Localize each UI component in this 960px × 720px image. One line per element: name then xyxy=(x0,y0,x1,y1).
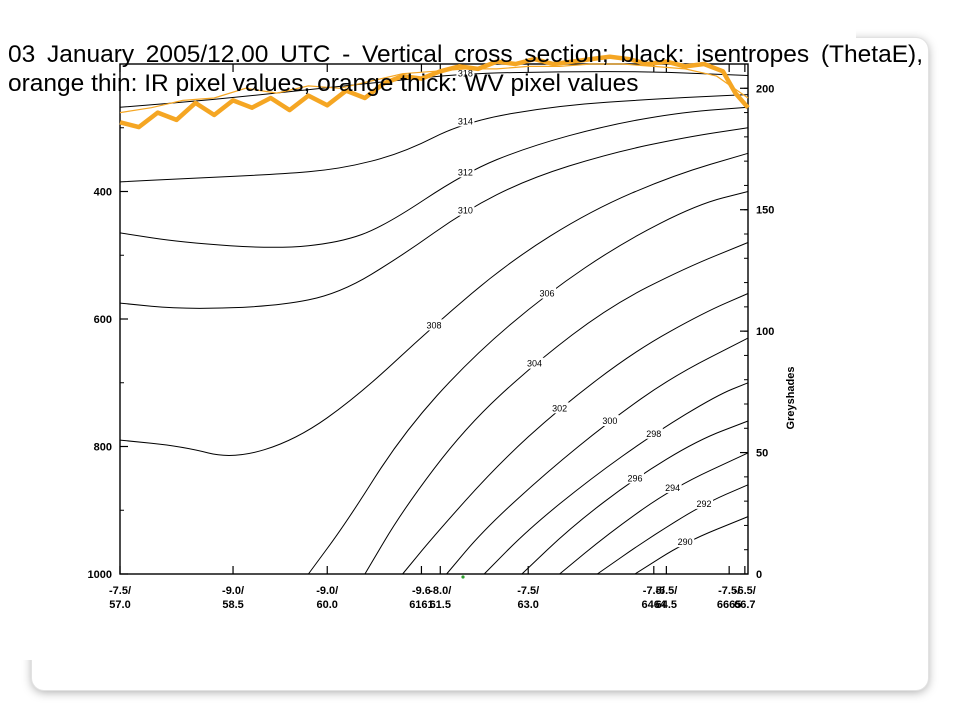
isentrope-label-group: 300 xyxy=(600,415,619,426)
isentrope-label: 310 xyxy=(458,206,473,216)
plot-frame xyxy=(119,63,749,575)
wv-pixel-values xyxy=(119,54,750,130)
isentrope-label-bg xyxy=(456,166,475,178)
isentrope-label: 296 xyxy=(627,473,642,483)
left-tick-label: 1000 xyxy=(88,569,112,581)
right-axis: 0 50 100 150 200 xyxy=(740,83,774,581)
marker-dot xyxy=(461,575,465,579)
left-tick-label: 600 xyxy=(94,314,112,326)
isentrope-label-bg xyxy=(663,481,682,493)
x-tick-lon: -6.5/ xyxy=(655,585,677,597)
isentrope-label-group: 318 xyxy=(456,67,475,79)
isentrope-label: 294 xyxy=(665,483,680,493)
x-tick-lat: 57.0 xyxy=(109,599,130,611)
isentrope-label: 312 xyxy=(458,167,473,177)
isentrope-line xyxy=(364,242,749,575)
x-tick-lon: -7.5/ xyxy=(643,585,665,597)
x-tick-lon: -9.0/ xyxy=(316,585,338,597)
isentrope-label-group: 306 xyxy=(538,287,557,299)
isentrope-label: 290 xyxy=(678,537,693,547)
isentrope-label: 298 xyxy=(646,429,661,439)
isentrope-label-bg xyxy=(456,204,475,216)
isentrope-label: 302 xyxy=(552,403,567,413)
ir-pixel-values xyxy=(119,63,749,114)
cross-section-chart: 400 600 800 1000 0 50 100 150 200 -7.5/57.0 -9.0… xyxy=(16,28,856,660)
x-tick-lat: 60.0 xyxy=(317,599,338,611)
isentrope-label-group: 294 xyxy=(663,481,682,493)
wv-line xyxy=(119,54,750,130)
isentrope-line xyxy=(119,106,749,248)
isentrope-line xyxy=(402,293,749,575)
x-tick-lat: 6161 xyxy=(409,599,433,611)
chart-svg: 400 600 800 1000 0 50 100 150 200 -7.5/57.0 -9.0… xyxy=(88,54,797,611)
isentrope-label-group: 314 xyxy=(456,115,475,127)
isentrope-label: 304 xyxy=(527,359,542,369)
x-tick-lat: 6464 xyxy=(642,599,667,611)
x-tick-lat: 58.5 xyxy=(222,599,243,611)
right-axis-label: Greyshades xyxy=(785,367,797,430)
x-tick-lon: -9.6 xyxy=(412,585,431,597)
isentrope-line xyxy=(119,152,749,456)
isentrope-label-group: 296 xyxy=(625,472,644,484)
isentropes: 318 314 312 310 308 306 304 302 300 298 296 294 292 2… xyxy=(119,67,749,575)
right-tick-label: 0 xyxy=(756,569,762,581)
isentrope-line xyxy=(119,71,749,108)
isentrope-line xyxy=(119,127,749,309)
isentrope-label-bg xyxy=(676,536,695,548)
isentrope-label-group: 308 xyxy=(425,319,443,331)
isentrope-label-bg xyxy=(525,357,544,369)
isentrope-line xyxy=(597,484,749,575)
isentrope-label-group: 304 xyxy=(525,357,544,369)
left-tick-label: 400 xyxy=(94,187,112,199)
x-tick-lon: -8.0/ xyxy=(429,585,451,597)
isentrope-label-bg xyxy=(538,287,557,299)
isentrope-line xyxy=(307,191,749,575)
x-tick-lat: 64.5 xyxy=(656,599,677,611)
left-tick-label: 800 xyxy=(94,442,112,454)
x-tick-lat: 61.5 xyxy=(430,599,451,611)
isentrope-line xyxy=(446,337,749,575)
isentrope-label: 308 xyxy=(426,320,441,330)
isentrope-label-bg xyxy=(600,415,619,426)
x-tick-lat: 66.7 xyxy=(734,599,755,611)
isentrope-line xyxy=(119,94,749,183)
isentrope-label-bg xyxy=(625,472,644,484)
slide-title: 03 January 2005/12.00 UTC - Vertical cro… xyxy=(8,41,923,98)
isentrope-label-bg xyxy=(456,67,475,79)
isentrope-label-bg xyxy=(644,427,663,439)
isentrope-label: 314 xyxy=(458,116,473,126)
ir-line xyxy=(119,63,749,114)
isentrope-label-bg xyxy=(425,319,443,331)
isentrope-label-bg xyxy=(550,402,569,414)
isentrope-label-group: 302 xyxy=(550,402,569,414)
isentrope-label-group: 310 xyxy=(456,204,475,216)
x-tick-lon: -7.5/ xyxy=(718,585,740,597)
isentrope-label: 292 xyxy=(697,499,712,509)
isentrope-label-group: 312 xyxy=(456,166,475,178)
isentrope-label-group: 292 xyxy=(695,497,714,509)
right-tick-label: 50 xyxy=(756,448,768,460)
isentrope-line xyxy=(634,516,749,575)
isentrope-label-bg xyxy=(695,497,714,509)
x-tick-lat: 63.0 xyxy=(517,599,538,611)
x-tick-lon: -7.5/ xyxy=(517,585,539,597)
isentrope-line xyxy=(559,452,749,575)
x-tick-lon: -6.5/ xyxy=(734,585,756,597)
isentrope-line xyxy=(521,420,749,575)
isentrope-line xyxy=(483,382,749,575)
isentrope-label-group: 298 xyxy=(644,427,663,439)
isentrope-label-bg xyxy=(456,115,475,127)
isentrope-label: 318 xyxy=(458,69,473,79)
right-tick-label: 100 xyxy=(756,326,774,338)
x-axis: -7.5/57.0 -9.0/58.5 -9.0/60.0 -9.6 6161 -8.0/… xyxy=(109,64,756,611)
x-tick-lat: 6665 xyxy=(717,599,741,611)
left-axis: 400 600 800 1000 xyxy=(88,127,128,581)
right-tick-label: 150 xyxy=(756,205,774,217)
right-tick-label: 200 xyxy=(756,83,774,95)
isentrope-label: 306 xyxy=(540,289,555,299)
x-tick-lon: -9.0/ xyxy=(222,585,244,597)
isentrope-label: 300 xyxy=(602,416,617,426)
isentrope-label-group: 290 xyxy=(676,536,695,548)
x-tick-lon: -7.5/ xyxy=(109,585,131,597)
